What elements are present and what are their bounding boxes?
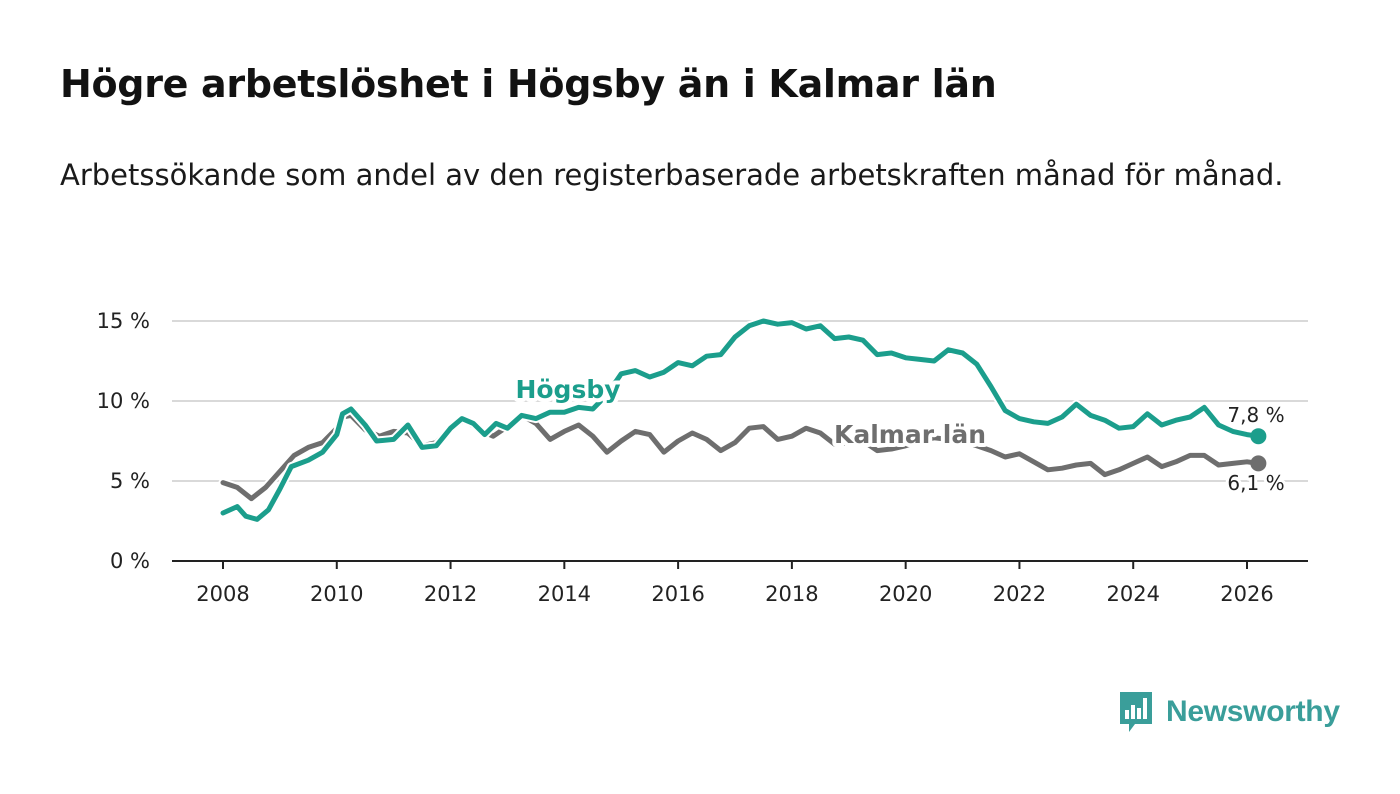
chart-title: Högre arbetslöshet i Högsby än i Kalmar … <box>60 62 997 106</box>
newsworthy-logo: Newsworthy <box>1118 690 1340 734</box>
end-value-halo-h-gsby: 7,8 % <box>1227 403 1284 427</box>
series-halo-kalmar-l-n <box>218 410 1263 504</box>
series-line-kalmar-l-n <box>220 412 1261 502</box>
series-end-point-h-gsby <box>1250 428 1267 445</box>
series-end-point-kalmar-l-n <box>1250 455 1267 472</box>
x-tick-label: 2018 <box>765 582 818 606</box>
series-line-h-gsby <box>220 318 1261 522</box>
x-tick-label: 2026 <box>1220 582 1273 606</box>
end-value-label-kalmar-l-n: 6,1 % <box>1227 471 1284 495</box>
axes: 0 % 5 % 10 % 15 % 2008 2010 2012 2014 2016 2018 20… <box>97 309 1308 606</box>
newsworthy-logo-icon <box>1120 692 1152 732</box>
series-label-halo-kalmar-l-n: Kalmar län <box>834 420 986 449</box>
y-tick-label: 15 % <box>97 309 150 333</box>
x-tick-label: 2020 <box>879 582 932 606</box>
y-tick-label: 5 % <box>110 469 150 493</box>
grid-lines <box>172 320 1308 482</box>
x-tick-label: 2012 <box>424 582 477 606</box>
series-label-halo-h-gsby: Högsby <box>515 375 620 404</box>
y-tick-label: 10 % <box>97 389 150 413</box>
end-value-label-h-gsby: 7,8 % <box>1227 403 1284 427</box>
newsworthy-brand-name: Newsworthy <box>1166 695 1340 728</box>
series-label-h-gsby: Högsby <box>515 375 620 404</box>
x-tick-label: 2010 <box>310 582 363 606</box>
x-tick-label: 2008 <box>196 582 249 606</box>
series-lines <box>218 316 1267 524</box>
series-label-kalmar-l-n: Kalmar län <box>834 420 986 449</box>
y-tick-label: 0 % <box>110 549 150 573</box>
end-value-halo-kalmar-l-n: 6,1 % <box>1227 471 1284 495</box>
chart-subtitle: Arbetssökande som andel av den registerb… <box>60 158 1284 192</box>
x-tick-label: 2016 <box>651 582 704 606</box>
x-tick-label: 2024 <box>1106 582 1159 606</box>
x-tick-label: 2014 <box>538 582 591 606</box>
x-tick-label: 2022 <box>993 582 1046 606</box>
